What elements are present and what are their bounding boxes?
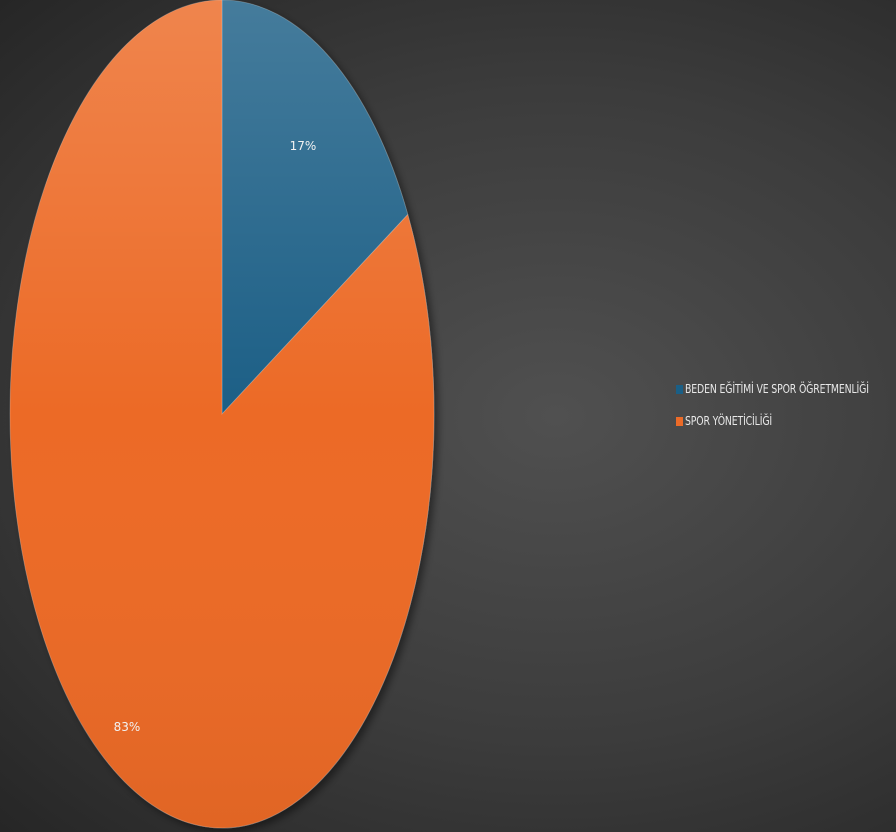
legend-label: BEDEN EĞİTİMİ VE SPOR ÖĞRETMENLİĞİ	[685, 382, 869, 396]
pie-slices	[9, 0, 435, 829]
legend-label: SPOR YÖNETİCİLİĞİ	[685, 414, 773, 428]
data-label-beden-egitimi-ve-spor-ogretmenligi: 17%	[290, 139, 317, 153]
pie-data-labels: 17% 83%	[114, 139, 317, 734]
legend-swatch	[676, 384, 683, 394]
legend-item-beden-egitimi-ve-spor-ogretmenligi: BEDEN EĞİTİMİ VE SPOR ÖĞRETMENLİĞİ	[676, 380, 896, 398]
legend-swatch	[676, 416, 683, 426]
legend-item-spor-yoneticiligi: SPOR YÖNETİCİLİĞİ	[676, 412, 896, 430]
legend: BEDEN EĞİTİMİ VE SPOR ÖĞRETMENLİĞİ SPOR Y…	[676, 380, 896, 444]
data-label-spor-yoneticiligi: 83%	[114, 720, 141, 734]
